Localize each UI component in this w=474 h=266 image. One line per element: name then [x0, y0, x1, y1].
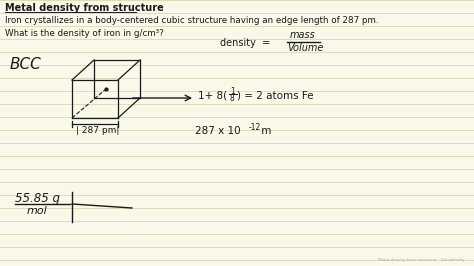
- Text: Metal density from structure: Metal density from structure: [5, 3, 164, 13]
- Text: mass: mass: [290, 30, 316, 40]
- Text: 1+ 8(: 1+ 8(: [198, 90, 227, 100]
- Text: mol: mol: [27, 206, 48, 216]
- Text: Volume: Volume: [287, 43, 323, 53]
- Text: m: m: [258, 126, 272, 136]
- Text: 55.85 g: 55.85 g: [15, 192, 60, 205]
- Text: BCC: BCC: [10, 57, 42, 72]
- Text: 287 x 10: 287 x 10: [195, 126, 241, 136]
- Text: density  =: density =: [220, 38, 270, 48]
- Text: -12: -12: [249, 123, 261, 132]
- Text: ) = 2 atoms Fe: ) = 2 atoms Fe: [237, 90, 313, 100]
- Text: Iron crystallizes in a body-centered cubic structure having an edge length of 28: Iron crystallizes in a body-centered cub…: [5, 16, 379, 25]
- Text: What is the density of iron in g/cm³?: What is the density of iron in g/cm³?: [5, 29, 164, 38]
- Text: 8: 8: [230, 94, 235, 103]
- Text: 1: 1: [230, 87, 235, 96]
- Text: | 287 pm|: | 287 pm|: [76, 126, 119, 135]
- Text: Metal density from structure - DerrieFredy: Metal density from structure - DerrieFre…: [378, 258, 465, 262]
